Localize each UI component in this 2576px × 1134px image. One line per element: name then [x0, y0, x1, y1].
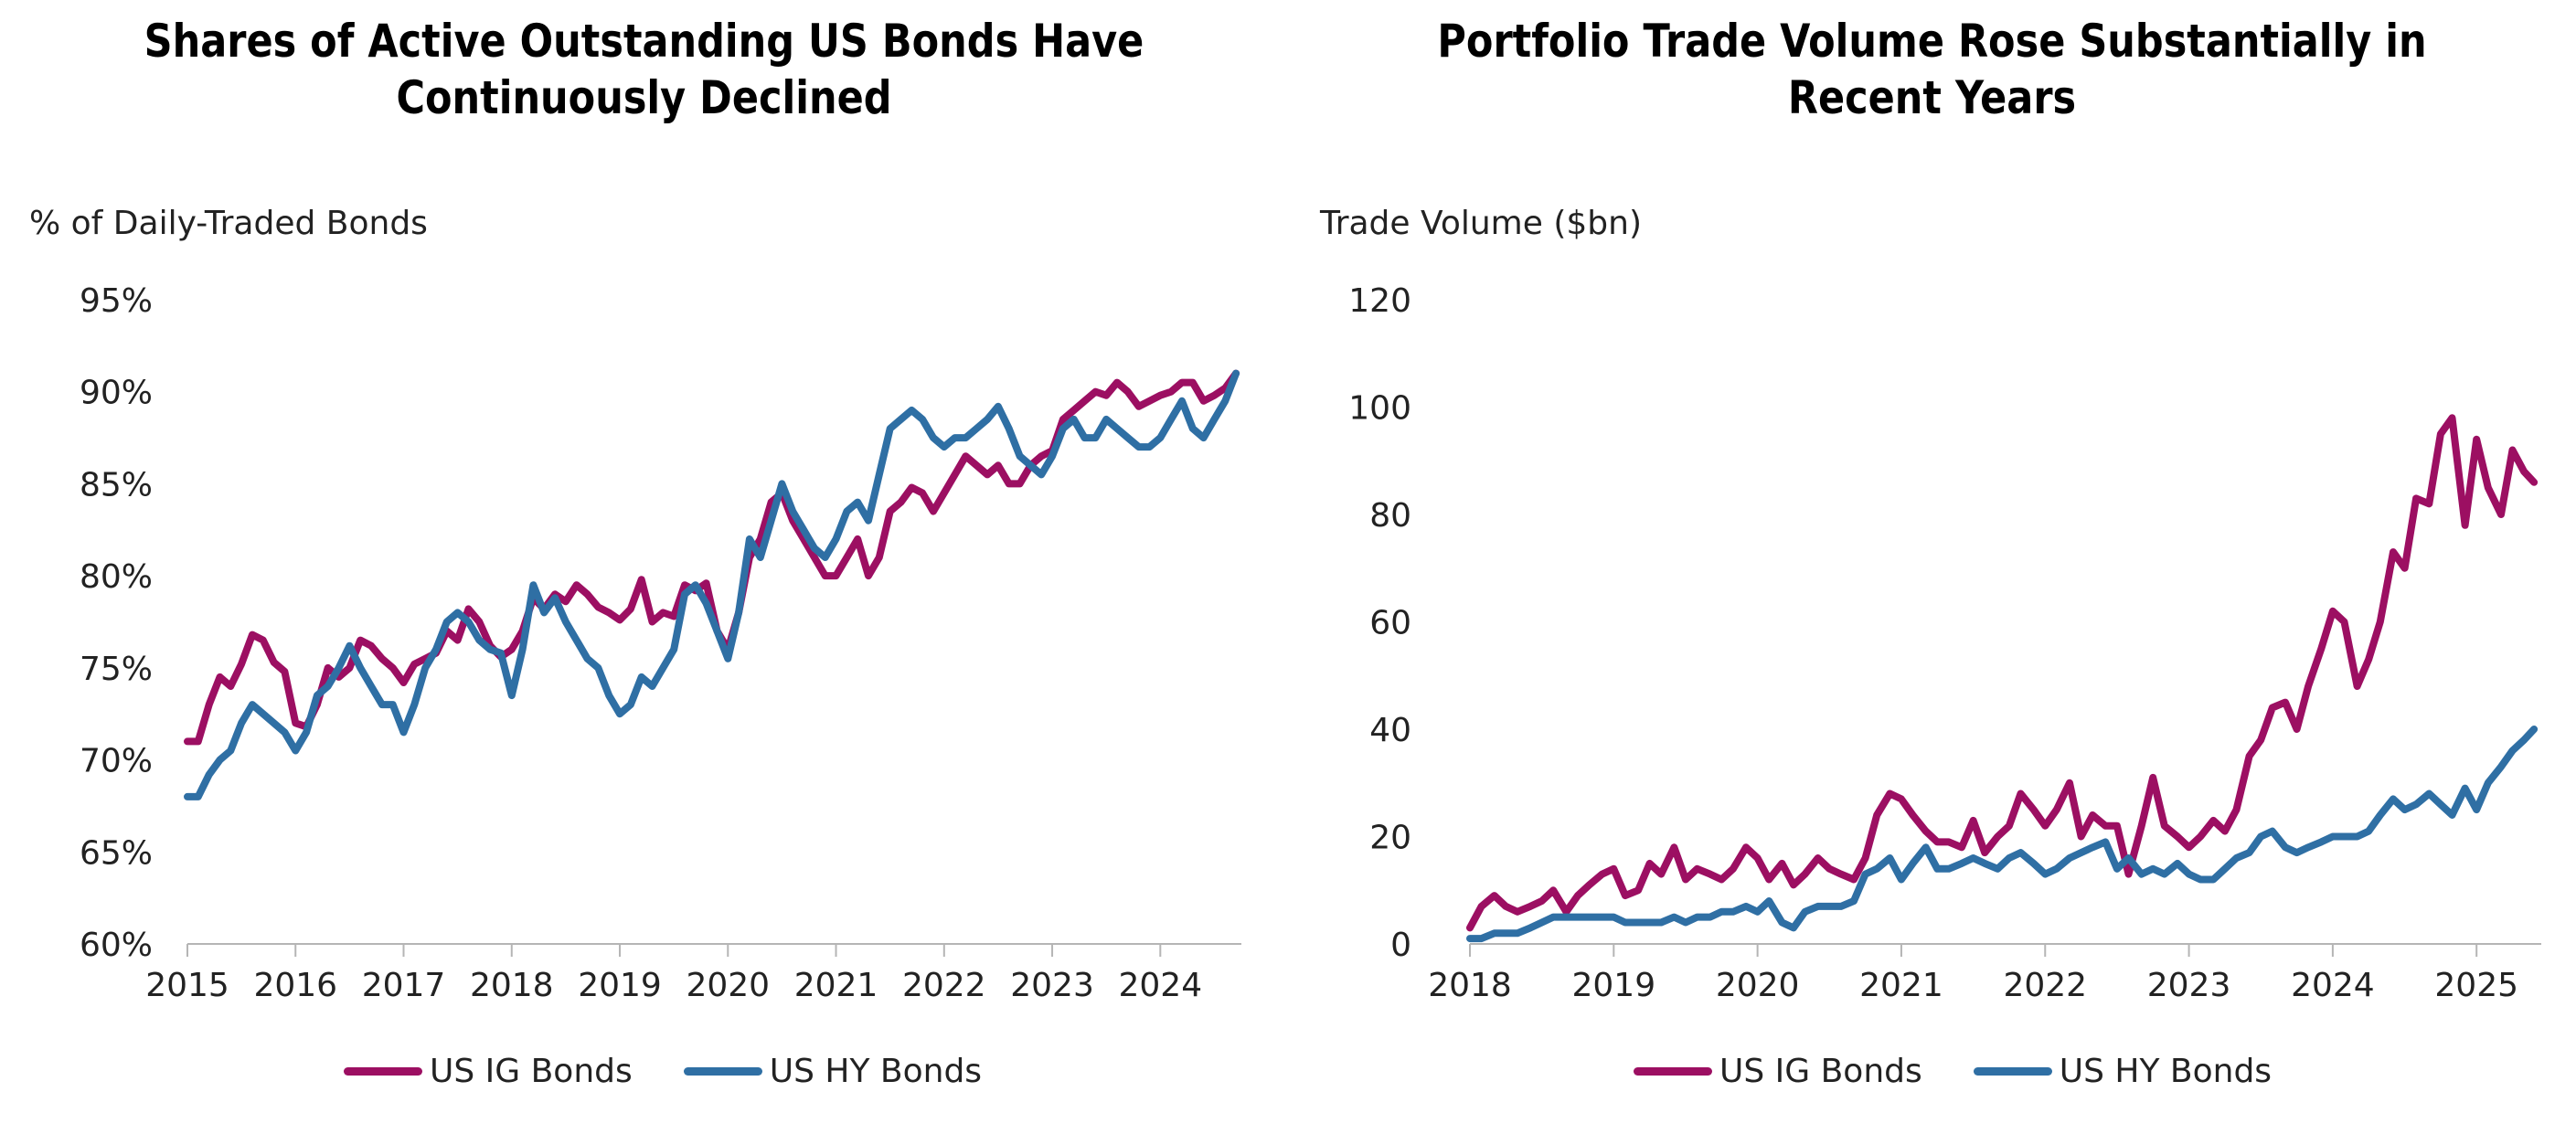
x-tick-label: 2015: [145, 967, 229, 1004]
y-tick-label: 75%: [80, 651, 153, 688]
chart-title-line-2: Continuously Declined: [396, 71, 892, 124]
x-tick-label: 2024: [1118, 967, 1202, 1004]
legend-item-hy: US HY Bonds: [1973, 1053, 2273, 1090]
y-tick-label: 65%: [80, 834, 153, 872]
legend-swatch-ig: [1634, 1067, 1712, 1076]
legend-label-ig: US IG Bonds: [430, 1053, 633, 1090]
legend-swatch-hy: [683, 1067, 762, 1076]
line-chart-plot: 60% 65% 70% 75% 80% 85% 90% 95% 2015 2016 2017 2018…: [80, 282, 1241, 1004]
legend-label-hy: US HY Bonds: [769, 1053, 983, 1090]
x-tick-label: 2017: [362, 967, 446, 1004]
y-tick-label: 60%: [80, 927, 153, 964]
x-tick-label: 2025: [2434, 967, 2518, 1004]
y-axis-label: Trade Volume ($bn): [1320, 205, 1643, 242]
chart-legend: US IG Bonds US HY Bonds: [344, 1053, 1033, 1090]
series-line-ig: [1466, 414, 2539, 932]
legend-item-ig: US IG Bonds: [1634, 1053, 1922, 1090]
chart-panel-right: Portfolio Trade Volume Rose Substantiall…: [1288, 0, 2576, 1134]
y-tick-label: 80: [1369, 497, 1411, 535]
y-tick-label: 85%: [80, 466, 153, 503]
y-tick-label: 90%: [80, 375, 153, 412]
x-tick-label: 2024: [2291, 967, 2375, 1004]
legend-label-hy: US HY Bonds: [2059, 1053, 2273, 1090]
y-tick-label: 120: [1348, 282, 1411, 320]
chart-title-line-1: Shares of Active Outstanding US Bonds Ha…: [144, 15, 1144, 68]
y-tick-label: 40: [1369, 712, 1411, 749]
legend-label-ig: US IG Bonds: [1719, 1053, 1922, 1090]
chart-title: Portfolio Trade Volume Rose Substantiall…: [1378, 13, 2486, 126]
y-tick-label: 80%: [80, 558, 153, 596]
x-tick-label: 2019: [1572, 967, 1656, 1004]
legend-swatch-hy: [1973, 1067, 2052, 1076]
x-tick-label: 2020: [686, 967, 770, 1004]
x-tick-label: 2021: [1859, 967, 1943, 1004]
series-line-hy: [1466, 726, 2539, 943]
y-tick-label: 100: [1348, 390, 1411, 428]
chart-legend: US IG Bonds US HY Bonds: [1634, 1053, 2323, 1090]
line-chart-plot: 0 20 40 60 80 100 120 2018 2019 2020 2021 2022 2023 2…: [1348, 282, 2541, 1004]
x-tick-label: 2018: [470, 967, 554, 1004]
series-line-hy: [184, 369, 1240, 800]
chart-title-line-2: Recent Years: [1787, 71, 2077, 124]
y-tick-label: 60: [1369, 605, 1411, 642]
x-tick-label: 2023: [2147, 967, 2231, 1004]
chart-title-line-1: Portfolio Trade Volume Rose Substantiall…: [1437, 15, 2427, 68]
x-tick-label: 2018: [1428, 967, 1512, 1004]
legend-item-ig: US IG Bonds: [344, 1053, 633, 1090]
x-tick-label: 2019: [578, 967, 662, 1004]
x-tick-label: 2021: [794, 967, 878, 1004]
legend-item-hy: US HY Bonds: [683, 1053, 983, 1090]
series-line-ig: [184, 369, 1240, 746]
x-tick-label: 2022: [902, 967, 986, 1004]
y-tick-label: 20: [1369, 820, 1411, 857]
x-tick-label: 2022: [2003, 967, 2087, 1004]
x-tick-label: 2023: [1010, 967, 1094, 1004]
legend-swatch-ig: [344, 1067, 422, 1076]
y-tick-label: 95%: [80, 282, 153, 320]
y-tick-label: 70%: [80, 743, 153, 780]
x-tick-label: 2020: [1716, 967, 1800, 1004]
chart-title: Shares of Active Outstanding US Bonds Ha…: [90, 13, 1198, 126]
y-axis-label: % of Daily-Traded Bonds: [29, 205, 428, 242]
chart-panel-left: Shares of Active Outstanding US Bonds Ha…: [29, 13, 1241, 1090]
y-tick-label: 0: [1390, 927, 1411, 964]
x-tick-label: 2016: [253, 967, 337, 1004]
